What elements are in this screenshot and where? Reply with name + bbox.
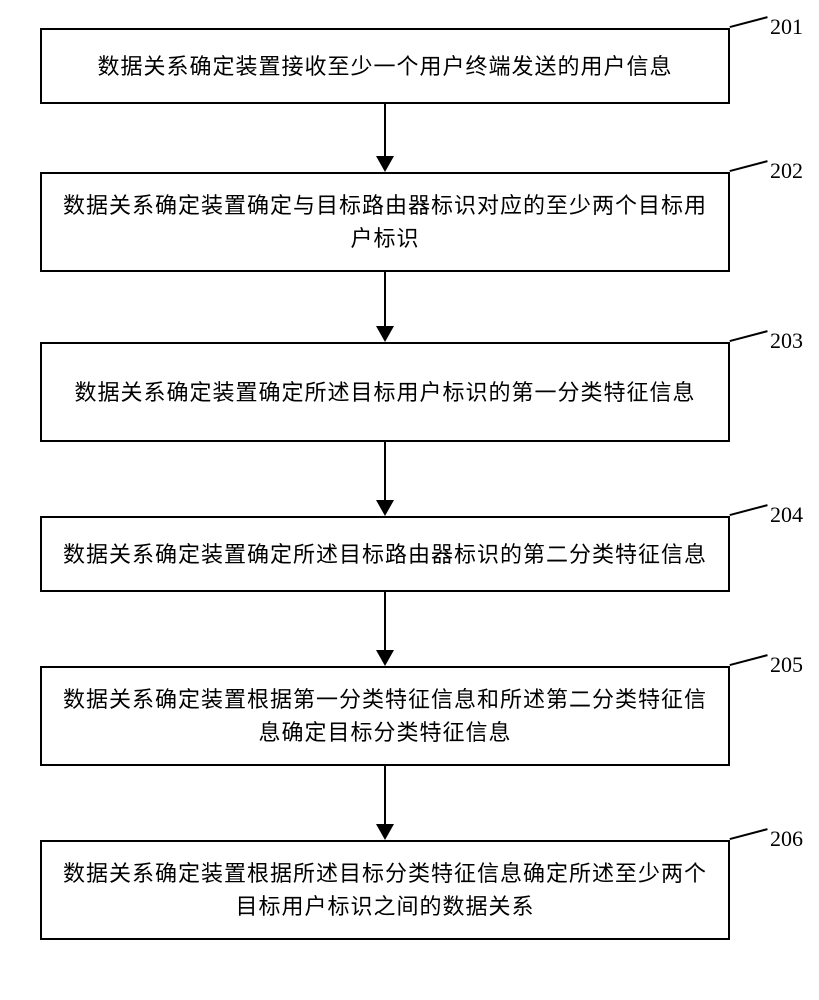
flow-arrow-head xyxy=(376,156,394,172)
flow-step-label: 206 xyxy=(770,826,803,852)
flow-step-text: 数据关系确定装置确定所述目标用户标识的第一分类特征信息 xyxy=(74,376,695,409)
leader-line xyxy=(729,504,767,516)
flow-arrow-line xyxy=(384,442,386,500)
leader-line xyxy=(729,160,767,172)
flow-arrow-line xyxy=(384,104,386,156)
flow-arrow-head xyxy=(376,326,394,342)
flow-arrow-line xyxy=(384,592,386,650)
flow-step-label: 202 xyxy=(770,158,803,184)
flow-step-text: 数据关系确定装置确定与目标路由器标识对应的至少两个目标用户标识 xyxy=(62,189,708,255)
leader-line xyxy=(729,16,767,28)
flow-arrow-head xyxy=(376,650,394,666)
flow-step-text: 数据关系确定装置确定所述目标路由器标识的第二分类特征信息 xyxy=(63,538,707,571)
flow-step-text: 数据关系确定装置接收至少一个用户终端发送的用户信息 xyxy=(97,50,672,83)
flow-step-label: 204 xyxy=(770,502,803,528)
flow-step-205: 数据关系确定装置根据第一分类特征信息和所述第二分类特征信息确定目标分类特征信息 xyxy=(40,666,730,766)
leader-line xyxy=(729,828,767,840)
flow-arrow-head xyxy=(376,500,394,516)
flow-step-206: 数据关系确定装置根据所述目标分类特征信息确定所述至少两个目标用户标识之间的数据关… xyxy=(40,840,730,940)
flow-arrow-head xyxy=(376,824,394,840)
flow-step-204: 数据关系确定装置确定所述目标路由器标识的第二分类特征信息 xyxy=(40,516,730,592)
flow-step-text: 数据关系确定装置根据所述目标分类特征信息确定所述至少两个目标用户标识之间的数据关… xyxy=(62,857,708,923)
flow-step-text: 数据关系确定装置根据第一分类特征信息和所述第二分类特征信息确定目标分类特征信息 xyxy=(62,683,708,749)
flow-step-201: 数据关系确定装置接收至少一个用户终端发送的用户信息 xyxy=(40,28,730,104)
flow-step-203: 数据关系确定装置确定所述目标用户标识的第一分类特征信息 xyxy=(40,342,730,442)
flow-step-label: 203 xyxy=(770,328,803,354)
leader-line xyxy=(729,654,767,666)
flow-step-label: 201 xyxy=(770,14,803,40)
flow-step-202: 数据关系确定装置确定与目标路由器标识对应的至少两个目标用户标识 xyxy=(40,172,730,272)
flow-arrow-line xyxy=(384,272,386,326)
flow-arrow-line xyxy=(384,766,386,824)
leader-line xyxy=(729,330,767,342)
flowchart-canvas: 数据关系确定装置接收至少一个用户终端发送的用户信息 201 数据关系确定装置确定与目… xyxy=(0,0,819,1000)
flow-step-label: 205 xyxy=(770,652,803,678)
